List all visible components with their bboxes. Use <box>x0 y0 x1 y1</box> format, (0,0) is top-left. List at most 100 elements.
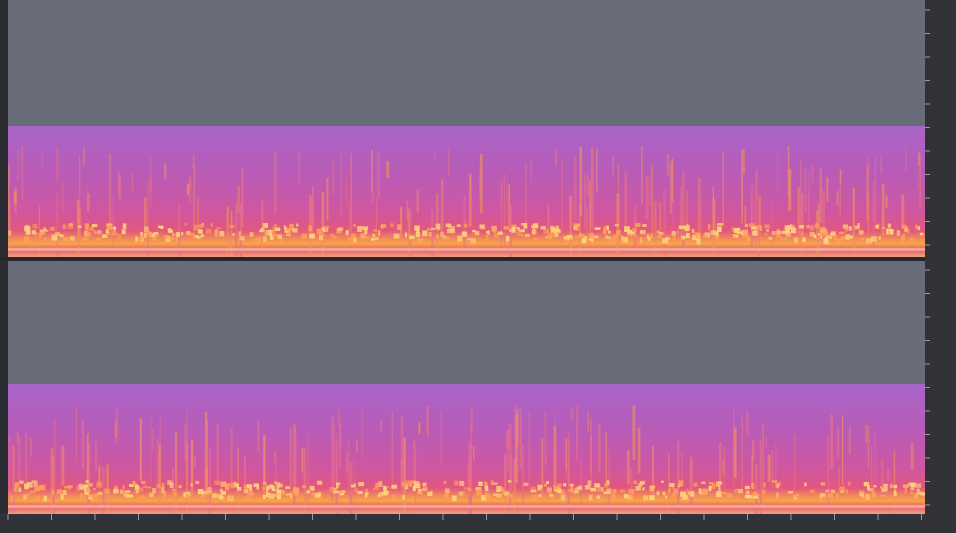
energy-blob <box>34 487 40 491</box>
transient-streak <box>113 195 114 253</box>
energy-blob <box>820 228 826 230</box>
energy-blob <box>736 235 738 237</box>
transient-streak <box>649 174 651 206</box>
energy-blob <box>93 488 96 491</box>
energy-blob <box>189 233 195 237</box>
transient-streak <box>150 158 152 207</box>
energy-blob <box>587 480 591 485</box>
energy-blob <box>866 238 872 243</box>
energy-blob <box>158 226 163 228</box>
energy-blob <box>94 494 98 497</box>
energy-blob <box>769 237 773 240</box>
energy-blob <box>340 493 344 495</box>
energy-blob <box>285 486 290 489</box>
transient-streak <box>545 454 546 470</box>
energy-blob <box>70 236 75 240</box>
energy-blob <box>631 489 634 494</box>
transient-streak <box>598 423 600 471</box>
transient-streak <box>520 419 521 466</box>
energy-blob <box>114 230 116 232</box>
energy-blob <box>916 484 921 488</box>
energy-blob <box>416 232 420 238</box>
energy-blob <box>63 490 67 495</box>
energy-blob <box>633 481 636 484</box>
energy-blob <box>850 235 853 238</box>
energy-blob <box>642 487 644 490</box>
energy-blob <box>777 484 780 489</box>
transient-streak <box>193 156 195 169</box>
energy-blob <box>888 224 891 228</box>
spectrogram-channel[interactable] <box>8 384 925 514</box>
energy-blob <box>156 484 160 489</box>
energy-blob <box>232 233 234 235</box>
energy-blob <box>69 485 72 489</box>
energy-blob <box>772 231 775 235</box>
transient-streak <box>274 151 276 213</box>
energy-blob <box>691 492 694 497</box>
energy-blob <box>668 489 671 493</box>
energy-blob <box>509 229 511 231</box>
energy-blob <box>64 486 69 488</box>
energy-blob <box>650 489 654 491</box>
energy-blob <box>384 491 389 494</box>
energy-blob <box>836 493 838 498</box>
energy-blob <box>531 490 537 493</box>
energy-blob <box>840 487 845 492</box>
transient-streak <box>887 468 889 480</box>
transient-streak <box>56 192 58 262</box>
energy-blob <box>115 233 118 235</box>
energy-blob <box>390 223 394 227</box>
energy-blob <box>616 230 621 236</box>
transient-streak <box>820 169 822 223</box>
energy-blob <box>229 496 232 500</box>
energy-blob <box>556 229 561 233</box>
energy-blob <box>18 487 21 491</box>
energy-blob <box>777 229 780 234</box>
transient-streak <box>238 186 240 214</box>
energy-blob <box>498 231 503 234</box>
energy-blob <box>96 238 100 241</box>
transient-streak <box>733 409 734 486</box>
energy-blob <box>262 487 265 490</box>
time-ruler[interactable] <box>0 514 956 533</box>
transient-streak <box>837 428 839 458</box>
energy-blob <box>52 237 57 241</box>
energy-blob <box>360 234 366 236</box>
energy-blob <box>907 228 909 233</box>
energy-blob <box>908 482 912 486</box>
energy-blob <box>745 486 750 489</box>
energy-blob <box>444 481 447 484</box>
transient-streak <box>274 451 275 462</box>
energy-blob <box>855 226 860 230</box>
energy-blob <box>921 492 926 495</box>
energy-blob <box>199 224 203 228</box>
energy-blob <box>89 226 94 231</box>
energy-blob <box>878 237 881 240</box>
energy-blob <box>429 232 432 237</box>
energy-blob <box>373 229 377 232</box>
transient-streak <box>356 441 358 453</box>
energy-blob <box>894 485 898 488</box>
empty-band <box>8 0 925 126</box>
energy-blob <box>540 485 543 488</box>
energy-blob <box>708 224 710 230</box>
energy-blob <box>745 224 748 227</box>
energy-blob <box>308 226 312 232</box>
energy-blob <box>872 488 875 492</box>
transient-streak <box>587 176 589 197</box>
energy-blob <box>546 481 549 484</box>
energy-blob <box>746 237 752 241</box>
energy-blob <box>427 492 432 496</box>
energy-blob <box>63 237 68 241</box>
energy-blob <box>640 230 646 234</box>
energy-blob <box>762 490 766 494</box>
transient-streak <box>441 411 442 466</box>
energy-blob <box>383 238 386 240</box>
energy-blob <box>457 236 462 242</box>
transient-streak <box>21 146 23 200</box>
energy-blob <box>423 487 427 490</box>
transient-streak <box>473 445 474 459</box>
energy-blob <box>597 495 601 498</box>
transient-streak <box>840 170 842 184</box>
energy-blob <box>610 237 616 242</box>
